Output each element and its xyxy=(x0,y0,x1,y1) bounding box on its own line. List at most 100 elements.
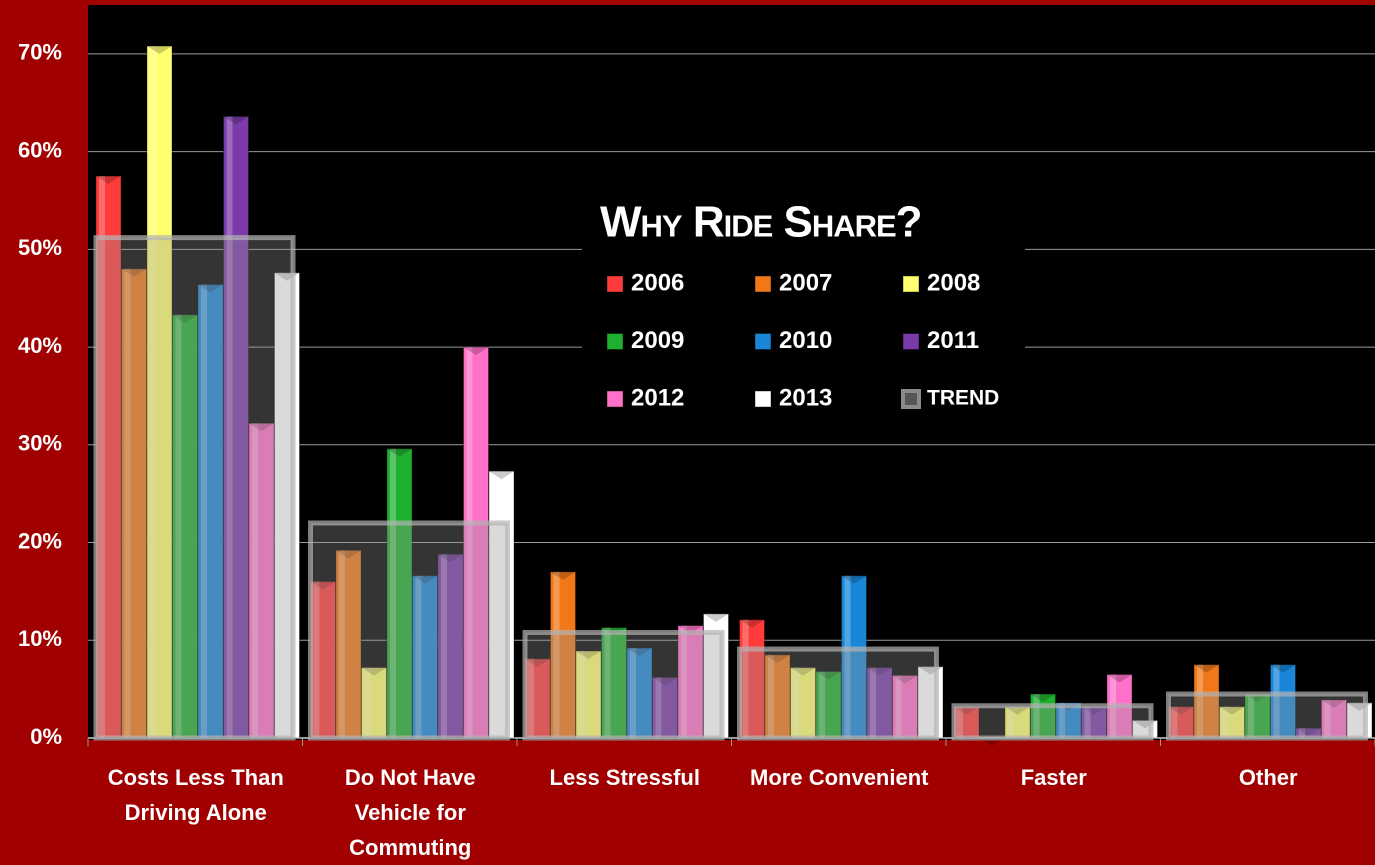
y-tick-label: 70% xyxy=(18,40,62,65)
legend-label: 2012 xyxy=(631,384,684,411)
y-tick-label: 0% xyxy=(30,724,62,749)
bar xyxy=(95,175,122,739)
trend-box xyxy=(308,520,510,741)
x-tick-label: Other xyxy=(1238,765,1298,790)
bar xyxy=(1055,702,1082,739)
bar-highlight xyxy=(921,666,927,738)
bar-highlight xyxy=(339,550,345,738)
legend-label: 2013 xyxy=(779,384,832,411)
bar-cap xyxy=(1296,728,1321,737)
bar-highlight xyxy=(681,625,687,738)
bar-highlight xyxy=(150,46,156,739)
y-tick-label: 20% xyxy=(18,528,62,553)
bar-cap xyxy=(489,471,514,480)
bar-highlight xyxy=(1197,664,1203,738)
bar-highlight xyxy=(277,272,284,738)
legend-swatch xyxy=(754,333,772,350)
y-tick-label: 10% xyxy=(18,626,62,651)
x-tick-label: Faster xyxy=(1020,765,1087,790)
bar-highlight xyxy=(226,116,233,738)
bar-highlight xyxy=(99,176,105,739)
bar-highlight xyxy=(1222,706,1229,738)
legend-label: 2008 xyxy=(927,269,980,296)
legend-background xyxy=(582,190,1025,422)
bar-cap xyxy=(412,575,438,584)
bar-highlight xyxy=(415,575,422,738)
bar xyxy=(361,667,387,739)
bar xyxy=(463,346,489,739)
bar-highlight xyxy=(819,671,825,738)
bar-highlight xyxy=(553,571,560,738)
bar-cap xyxy=(790,667,816,676)
bar-cap xyxy=(463,347,489,356)
x-tick-label: Less Stressful xyxy=(549,765,700,790)
bar xyxy=(841,575,867,739)
legend-label: 2011 xyxy=(927,327,979,354)
trend-box xyxy=(522,629,725,741)
bar-highlight xyxy=(1171,706,1178,738)
bar-cap xyxy=(892,675,918,684)
bar xyxy=(172,314,198,739)
bar-cap xyxy=(816,671,841,680)
bar-highlight xyxy=(1033,694,1040,738)
bar-cap xyxy=(525,658,550,667)
legend-swatch xyxy=(606,390,624,408)
bar xyxy=(764,654,791,739)
bar-highlight xyxy=(528,658,534,738)
bar-highlight xyxy=(1248,694,1254,738)
bar-highlight xyxy=(895,675,902,738)
bar-highlight xyxy=(201,284,207,738)
legend-label: 2006 xyxy=(631,269,684,296)
y-tick-label: 30% xyxy=(18,431,62,456)
bar xyxy=(575,650,602,739)
bar xyxy=(437,553,464,739)
bar xyxy=(335,549,362,739)
bar-cap xyxy=(703,613,729,622)
legend-swatch xyxy=(901,389,921,409)
bar-cap xyxy=(336,550,361,559)
y-tick-label: 40% xyxy=(18,333,62,358)
trend-box xyxy=(737,646,939,741)
bar-cap xyxy=(361,667,387,676)
bar-cap xyxy=(867,667,892,676)
bar-highlight xyxy=(742,619,749,738)
bar-highlight xyxy=(1273,664,1280,738)
bar-cap xyxy=(1321,699,1347,708)
bar-highlight xyxy=(655,677,662,738)
bar-cap xyxy=(954,706,979,715)
bar-cap xyxy=(249,423,274,432)
bar-highlight xyxy=(793,667,800,738)
bar xyxy=(626,647,653,739)
bar-highlight xyxy=(313,581,320,738)
bar-cap xyxy=(1168,706,1194,715)
bar-cap xyxy=(198,284,223,293)
bar-highlight xyxy=(768,654,774,738)
bar-cap xyxy=(1194,664,1219,673)
bar-cap xyxy=(1030,694,1056,703)
bar-cap xyxy=(1107,674,1132,683)
trend-box xyxy=(93,235,296,741)
bar-cap xyxy=(576,651,601,660)
bar-highlight xyxy=(579,651,585,738)
bar xyxy=(1219,706,1245,739)
bar-highlight xyxy=(706,613,713,738)
bar xyxy=(412,575,438,739)
bar-cap xyxy=(96,176,121,185)
bar xyxy=(121,268,147,739)
bar-cap xyxy=(1005,706,1030,715)
bar-highlight xyxy=(1008,706,1014,738)
bar-highlight xyxy=(957,706,963,738)
bar-cap xyxy=(678,625,703,634)
bar-cap xyxy=(310,581,336,590)
bar-highlight xyxy=(844,575,851,738)
x-tick-label: Do Not Have Vehicle for Commuting xyxy=(344,765,476,860)
bar-cap xyxy=(652,677,678,686)
bar-cap xyxy=(172,314,198,323)
bar xyxy=(1321,699,1347,739)
bar-cap xyxy=(841,575,867,584)
y-tick-label: 50% xyxy=(18,235,62,260)
bar xyxy=(677,625,704,739)
bar-highlight xyxy=(441,554,447,738)
bar-highlight xyxy=(1059,702,1065,738)
bar-highlight xyxy=(175,314,182,738)
